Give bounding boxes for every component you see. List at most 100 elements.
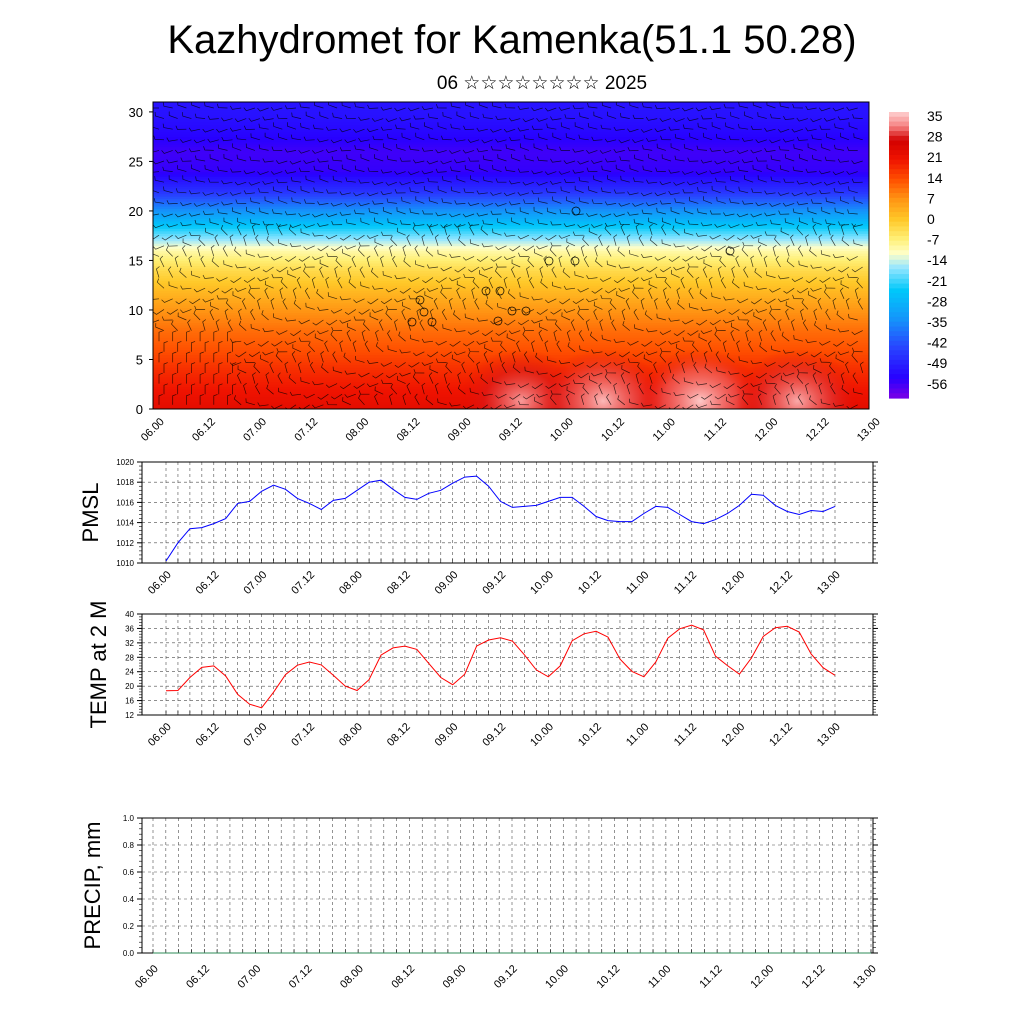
wind-barb <box>456 111 466 119</box>
wind-barb <box>193 309 201 321</box>
wind-barb <box>641 209 653 215</box>
wind-barb <box>660 135 671 141</box>
wind-barb <box>723 103 735 109</box>
wind-barb <box>434 382 439 395</box>
wind-barb <box>221 117 233 122</box>
wind-barb <box>223 153 233 162</box>
wind-barb <box>722 340 727 352</box>
wind-barb <box>153 171 160 173</box>
wind-barb <box>205 227 214 236</box>
wind-barb <box>715 113 726 119</box>
temperature-band <box>153 121 869 125</box>
colorbar-label: -49 <box>927 355 947 371</box>
wind-barb <box>202 319 207 331</box>
wind-barb <box>500 341 507 353</box>
wind-barb <box>216 295 228 300</box>
wind-barb <box>317 222 329 227</box>
x-tick-label: 06.00 <box>133 963 161 991</box>
colorbar-segment <box>889 255 909 261</box>
wind-barb <box>703 196 713 204</box>
wind-barb <box>577 160 589 165</box>
colorbar-label: 35 <box>927 108 943 124</box>
temperature-band <box>153 196 869 200</box>
x-tick-label: 08.00 <box>343 416 371 444</box>
wind-barb <box>688 303 699 310</box>
temperature-band <box>153 201 869 205</box>
temperature-band <box>153 292 869 296</box>
wind-barb <box>326 189 338 194</box>
wind-barb <box>372 285 384 290</box>
wind-barb <box>853 196 863 204</box>
wind-barb <box>392 255 398 268</box>
wind-barb <box>292 344 302 353</box>
x-tick-label: 10.00 <box>528 569 556 597</box>
wind-barb <box>565 245 571 257</box>
wind-barb <box>429 365 439 374</box>
wind-barb <box>578 176 589 183</box>
wind-barb <box>298 167 310 172</box>
y-tick-label: 1012 <box>116 539 134 548</box>
wind-barb <box>834 123 845 130</box>
wind-barb <box>661 154 672 162</box>
wind-barb <box>291 197 302 204</box>
wind-barb <box>414 245 420 257</box>
wind-barb <box>608 308 613 321</box>
wind-barb <box>632 266 644 272</box>
wind-barb <box>442 324 452 331</box>
wind-barb <box>342 248 351 257</box>
temperature-band <box>153 223 869 227</box>
wind-barb <box>538 329 543 342</box>
temperature-band <box>153 111 869 115</box>
wind-barb <box>563 223 576 228</box>
calm-wind-circle <box>570 256 580 266</box>
wind-barb <box>751 188 762 194</box>
wind-barb <box>494 267 502 278</box>
wind-barb <box>673 181 685 186</box>
wind-barb <box>633 308 639 321</box>
temperature-band <box>153 307 869 311</box>
wind-barb <box>481 266 493 271</box>
wind-barb <box>266 235 274 247</box>
wind-barb <box>177 362 182 373</box>
wind-barb <box>454 200 466 205</box>
wind-barb <box>837 180 850 185</box>
wind-barb <box>695 276 700 289</box>
wind-barb <box>437 249 447 257</box>
wind-barb <box>370 267 379 278</box>
wind-barb <box>326 252 338 257</box>
x-tick-label: 07.00 <box>241 569 269 597</box>
wind-barb <box>354 165 365 172</box>
x-tick-label: 07.00 <box>241 721 269 749</box>
colorbar-segment <box>889 259 909 266</box>
wind-barb <box>358 116 370 121</box>
wind-barb <box>764 127 776 132</box>
wind-barb <box>403 257 411 268</box>
wind-barb <box>276 266 288 273</box>
wind-barb <box>374 154 384 162</box>
wind-barb <box>463 273 475 279</box>
wind-barb <box>339 340 344 352</box>
wind-barb <box>441 308 448 321</box>
wind-barb <box>783 287 795 294</box>
wind-barb <box>156 278 165 289</box>
wind-barb <box>583 255 590 268</box>
wind-barb <box>604 351 617 357</box>
wind-barb <box>312 404 324 409</box>
wind-barb <box>560 122 571 130</box>
temperature-band <box>153 210 869 215</box>
y-tick-label: 12 <box>125 711 134 720</box>
wind-barb <box>408 362 420 368</box>
wind-barb <box>287 185 297 194</box>
wind-barb <box>490 256 502 262</box>
wind-barb <box>443 223 448 236</box>
wind-barb <box>312 124 324 130</box>
wind-barb <box>441 135 452 141</box>
wind-barb <box>188 190 201 195</box>
wind-barb <box>194 219 206 225</box>
wind-barb <box>180 157 192 162</box>
wind-barb <box>791 277 804 283</box>
chart-title: Kazhydromet for Kamenka(51.1 50.28) <box>167 18 857 62</box>
wind-barb <box>223 217 233 225</box>
wind-barb <box>546 207 557 215</box>
wind-barb <box>851 351 858 363</box>
